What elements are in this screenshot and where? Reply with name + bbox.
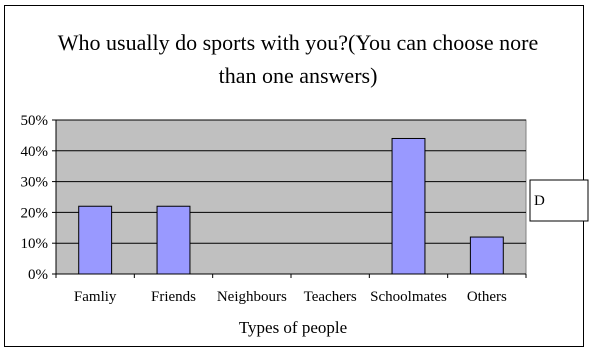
x-tick-label: Famliy <box>74 289 117 305</box>
y-tick-label: 30% <box>21 175 49 191</box>
y-tick-label: 0% <box>28 267 48 283</box>
x-tick-label: Schoolmates <box>370 289 447 305</box>
y-tick-label: 10% <box>21 236 49 252</box>
bar-friends <box>156 205 191 275</box>
legend: D <box>529 179 589 222</box>
x-tick-label: Teachers <box>304 289 357 305</box>
plot-area <box>55 119 527 275</box>
bar-schoolmates <box>391 137 426 275</box>
x-tick-label: Friends <box>151 289 196 305</box>
y-axis: 0% 10% 20% 30% 40% 50% <box>21 113 57 283</box>
x-tick-label: Others <box>467 289 507 305</box>
bar-famliy <box>78 205 113 275</box>
y-tick-label: 20% <box>21 205 49 221</box>
x-axis-label: Types of people <box>239 318 347 337</box>
chart-title-line-2: than one answers) <box>219 63 378 88</box>
y-tick-label: 40% <box>21 144 49 160</box>
chart-title-line-1: Who usually do sports with you?(You can … <box>58 30 538 55</box>
legend-box <box>529 179 589 222</box>
legend-entry: D <box>534 193 545 209</box>
y-tick-label: 50% <box>21 113 49 129</box>
x-axis: Famliy Friends Neighbours Teachers Schoolmat… <box>55 273 527 305</box>
bar-others <box>469 236 504 275</box>
x-tick-label: Neighbours <box>217 289 287 305</box>
gridlines <box>56 119 526 244</box>
bars <box>78 137 504 275</box>
